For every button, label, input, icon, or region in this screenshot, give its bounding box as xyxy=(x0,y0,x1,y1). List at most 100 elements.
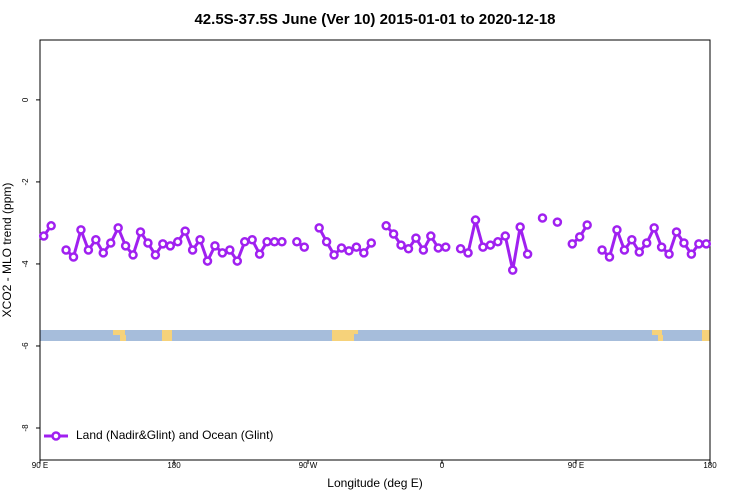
data-point xyxy=(612,225,622,235)
data-point xyxy=(552,217,563,227)
data-point xyxy=(91,234,101,245)
data-point xyxy=(247,234,257,245)
x-tick-label: 180 xyxy=(703,461,717,470)
data-point xyxy=(120,241,131,251)
data-point xyxy=(158,239,168,249)
data-point xyxy=(396,240,406,250)
data-point xyxy=(314,223,324,233)
data-point xyxy=(46,221,56,231)
data-point xyxy=(694,239,704,249)
data-point xyxy=(83,245,94,255)
data-point xyxy=(351,242,362,252)
data-point xyxy=(403,244,414,254)
x-tick-label: 90 E xyxy=(32,461,48,470)
plot-frame xyxy=(39,39,711,461)
data-point xyxy=(455,244,466,254)
data-point xyxy=(470,215,481,225)
data-point xyxy=(344,246,354,256)
data-point xyxy=(128,250,138,260)
x-tick-label: 90 E xyxy=(568,461,584,470)
data-point xyxy=(388,229,399,239)
data-point xyxy=(135,227,146,237)
data-point xyxy=(641,238,652,248)
data-point xyxy=(619,245,630,255)
data-point xyxy=(269,237,280,247)
x-tick-label: 0 xyxy=(440,461,445,470)
data-point xyxy=(76,225,86,235)
data-point xyxy=(634,247,645,257)
data-point xyxy=(68,252,79,262)
y-tick-label: -4 xyxy=(21,260,30,268)
data-point xyxy=(172,237,183,247)
data-point xyxy=(150,250,161,260)
data-point xyxy=(686,249,697,259)
data-point xyxy=(232,256,243,266)
data-point xyxy=(522,249,533,259)
y-axis-label: XCO2 - MLO trend (ppm) xyxy=(0,183,14,318)
data-point xyxy=(582,220,592,230)
data-point xyxy=(478,242,488,252)
surface-mask xyxy=(40,330,710,341)
data-point xyxy=(225,245,235,255)
data-point xyxy=(671,227,682,237)
x-tick-label: 180 xyxy=(167,461,181,470)
data-point xyxy=(507,265,518,275)
data-point xyxy=(113,223,123,233)
x-axis-label: Longitude (deg E) xyxy=(327,476,422,490)
x-tick-label: 90 W xyxy=(299,461,318,470)
data-point xyxy=(321,237,332,247)
data-point xyxy=(537,213,548,223)
data-point xyxy=(195,234,205,245)
data-point xyxy=(262,237,272,247)
y-tick-label: -8 xyxy=(21,424,30,432)
data-point xyxy=(292,237,302,247)
data-point xyxy=(656,242,667,252)
data-point xyxy=(500,231,511,241)
chart-title: 42.5S-37.5S June (Ver 10) 2015-01-01 to … xyxy=(194,11,555,28)
data-point xyxy=(574,232,585,242)
data-point xyxy=(411,233,421,243)
legend-marker xyxy=(51,431,61,441)
data-point xyxy=(604,252,615,262)
data-point xyxy=(463,248,473,258)
data-point xyxy=(165,241,176,251)
data-point xyxy=(515,222,525,232)
data-point xyxy=(701,239,712,249)
data-point xyxy=(597,245,607,255)
data-point xyxy=(329,250,339,260)
data-point xyxy=(61,245,71,255)
y-tick-label: -6 xyxy=(21,342,30,350)
data-point xyxy=(299,242,310,252)
data-point xyxy=(493,237,503,247)
y-tick-label: -2 xyxy=(21,178,30,186)
data-point xyxy=(679,238,689,248)
legend-label: Land (Nadir&Glint) and Ocean (Glint) xyxy=(76,428,273,442)
data-point xyxy=(210,241,220,251)
data-point xyxy=(38,231,49,241)
data-point xyxy=(202,256,213,266)
y-tick-label: 0 xyxy=(21,97,30,102)
data-point xyxy=(418,245,429,255)
data-point xyxy=(98,248,109,258)
data-point xyxy=(254,249,265,259)
data-point xyxy=(366,238,377,248)
data-point xyxy=(277,237,287,247)
data-point xyxy=(217,248,228,258)
data-point xyxy=(381,221,391,231)
data-point xyxy=(567,239,578,249)
data-point xyxy=(180,226,190,236)
data-point xyxy=(627,234,637,245)
data-point xyxy=(359,248,369,258)
data-point xyxy=(440,242,451,252)
data-point xyxy=(433,243,444,253)
data-point xyxy=(239,237,250,247)
data-point xyxy=(664,249,674,259)
data-point xyxy=(336,243,347,253)
data-point xyxy=(426,231,436,241)
data-point xyxy=(105,238,116,248)
data-point xyxy=(485,240,496,250)
data-point xyxy=(187,245,198,255)
data-point xyxy=(143,238,153,248)
data-point xyxy=(649,223,659,233)
